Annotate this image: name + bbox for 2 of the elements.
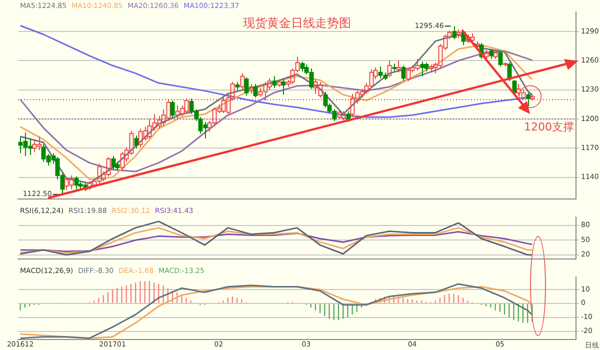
annotation: 1200支撑 (524, 120, 574, 134)
chart-title: 现货黄金日线走势图 (243, 16, 351, 30)
